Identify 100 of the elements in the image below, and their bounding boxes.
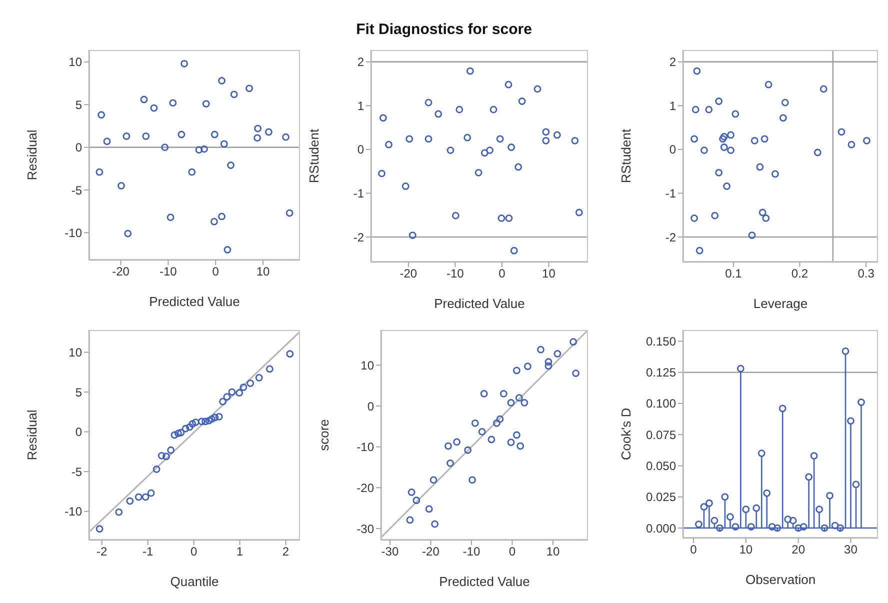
point (842, 347, 850, 355)
point (453, 438, 460, 446)
x-tick-label: 0 (690, 542, 698, 557)
point (218, 212, 226, 220)
point (794, 524, 802, 532)
point (227, 162, 234, 169)
point (385, 140, 392, 148)
point (779, 114, 787, 122)
x-tick-label: -20 (400, 266, 418, 281)
point (498, 214, 506, 222)
point (236, 389, 244, 397)
y-axis-title: RStudent (306, 128, 322, 184)
point (466, 67, 474, 75)
point (784, 516, 792, 524)
point (188, 168, 196, 176)
point (254, 124, 262, 132)
y-tick-label: -1 (665, 186, 676, 200)
y-tick-label: 0.125 (646, 366, 676, 380)
x-tick-label: 20 (792, 542, 806, 557)
point (255, 374, 263, 382)
point (838, 128, 846, 136)
point (408, 232, 416, 239)
point (764, 80, 772, 88)
point (486, 146, 494, 154)
y-tick-label: 5 (75, 98, 82, 112)
point (126, 497, 134, 505)
point (488, 436, 496, 444)
point (748, 232, 756, 239)
y-tick-label: 5 (75, 385, 82, 400)
point (820, 524, 828, 532)
point (431, 520, 438, 528)
y-axis-title: Cook's D (618, 408, 634, 460)
point (508, 144, 515, 151)
x-axis-title: Quantile (170, 574, 219, 589)
point (424, 135, 432, 143)
point (700, 503, 708, 511)
point (152, 466, 160, 473)
point (147, 489, 155, 497)
point (554, 350, 562, 358)
y-axis-title: RStudent (618, 128, 634, 184)
y-tick-label: 10 (360, 358, 374, 372)
y-tick-label: 10 (68, 346, 82, 360)
point (863, 136, 870, 144)
y-tick-label: -10 (64, 504, 82, 519)
x-tick-label: 10 (546, 544, 560, 559)
point (715, 98, 723, 105)
point (570, 338, 578, 346)
point (826, 492, 834, 500)
y-axis-title: score (316, 419, 332, 451)
point (768, 523, 776, 530)
point (852, 480, 860, 488)
point (720, 144, 728, 151)
y-tick-label: -20 (356, 480, 374, 495)
point (705, 106, 713, 114)
point (553, 131, 561, 139)
point (202, 100, 210, 108)
y-tick-label: 0.075 (646, 428, 676, 442)
point (774, 524, 782, 532)
point (820, 85, 828, 93)
point (750, 136, 758, 144)
point (456, 106, 464, 114)
point (265, 128, 272, 136)
point (514, 163, 522, 171)
point (805, 473, 813, 481)
point (219, 398, 226, 406)
point (122, 132, 130, 140)
point (510, 246, 518, 254)
point (518, 98, 526, 105)
y-tick-label: 2 (357, 55, 364, 70)
point (690, 135, 698, 143)
y-tick-label: 0 (75, 425, 82, 440)
point (224, 246, 232, 254)
x-axis-title: Predicted Value (439, 574, 530, 589)
point (848, 140, 856, 148)
point (496, 135, 504, 143)
point (378, 170, 386, 178)
point (412, 496, 420, 504)
point (228, 388, 236, 396)
y-axis-title: Residual (24, 130, 40, 180)
point (425, 505, 433, 513)
x-axis-title: Predicted Value (434, 296, 525, 311)
point (195, 146, 203, 154)
point (836, 524, 844, 532)
point (758, 208, 766, 216)
point (690, 214, 698, 222)
point (695, 520, 702, 528)
point (115, 508, 123, 516)
point (254, 134, 262, 142)
point (211, 414, 219, 422)
point (446, 459, 454, 467)
point (715, 168, 723, 176)
point (118, 182, 125, 190)
point (124, 230, 132, 238)
point (177, 428, 185, 436)
point (220, 140, 228, 148)
point (170, 431, 178, 439)
point (223, 393, 231, 401)
point (542, 136, 550, 144)
point (180, 60, 188, 68)
point (720, 133, 728, 140)
